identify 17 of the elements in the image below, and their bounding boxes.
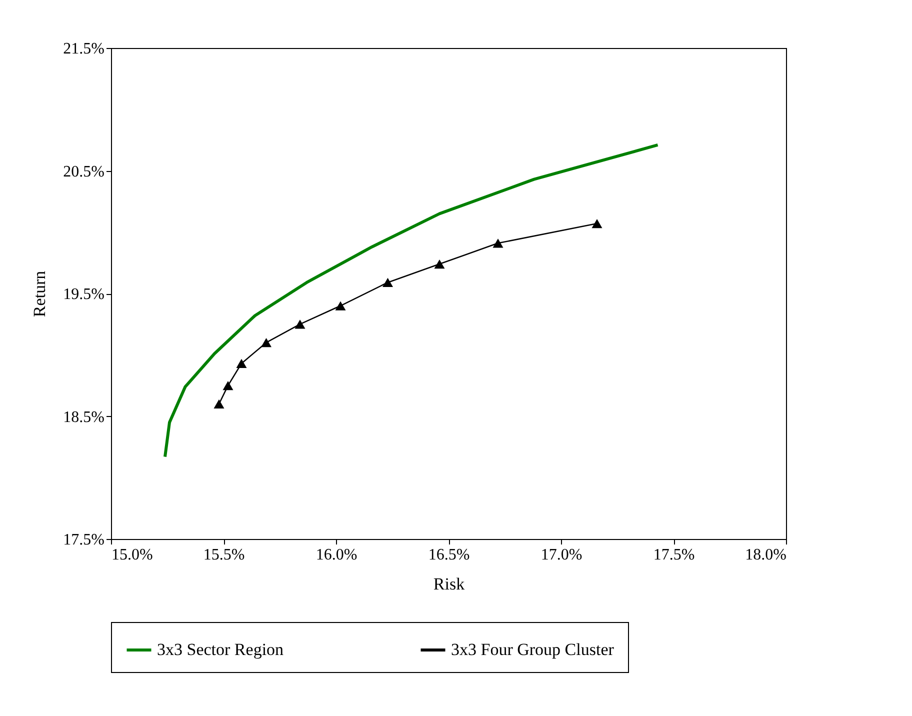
x-tick-label: 15.0% (112, 546, 153, 564)
y-tick-label: 20.5% (63, 163, 104, 180)
legend-label: 3x3 Four Group Cluster (451, 640, 614, 659)
x-tick-label: 16.5% (428, 546, 470, 564)
y-axis-title: Return (30, 270, 50, 318)
x-axis-title: Risk (433, 574, 466, 594)
y-tick-label: 19.5% (63, 286, 104, 303)
line-series (164, 143, 660, 458)
x-tick-label: 18.0% (745, 546, 786, 564)
x-tick-label: 16.0% (316, 546, 358, 564)
x-tick-label: 17.5% (653, 546, 695, 564)
y-tick-label: 18.5% (63, 408, 104, 426)
x-tick-label: 17.0% (540, 546, 582, 564)
legend-label: 3x3 Sector Region (157, 640, 284, 659)
x-tick-label: 15.5% (203, 546, 245, 564)
y-tick-label: 21.5% (63, 40, 104, 58)
y-tick-label: 17.5% (63, 532, 104, 548)
